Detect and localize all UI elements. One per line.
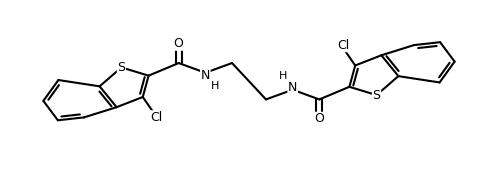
Text: O: O bbox=[174, 37, 184, 50]
Text: Cl: Cl bbox=[151, 111, 163, 124]
Text: H: H bbox=[278, 71, 287, 81]
Text: S: S bbox=[118, 61, 125, 74]
Text: N: N bbox=[288, 81, 297, 94]
Text: H: H bbox=[211, 81, 220, 92]
Text: O: O bbox=[314, 112, 324, 125]
Text: N: N bbox=[201, 69, 210, 82]
Text: Cl: Cl bbox=[338, 39, 350, 52]
Text: S: S bbox=[373, 88, 380, 102]
